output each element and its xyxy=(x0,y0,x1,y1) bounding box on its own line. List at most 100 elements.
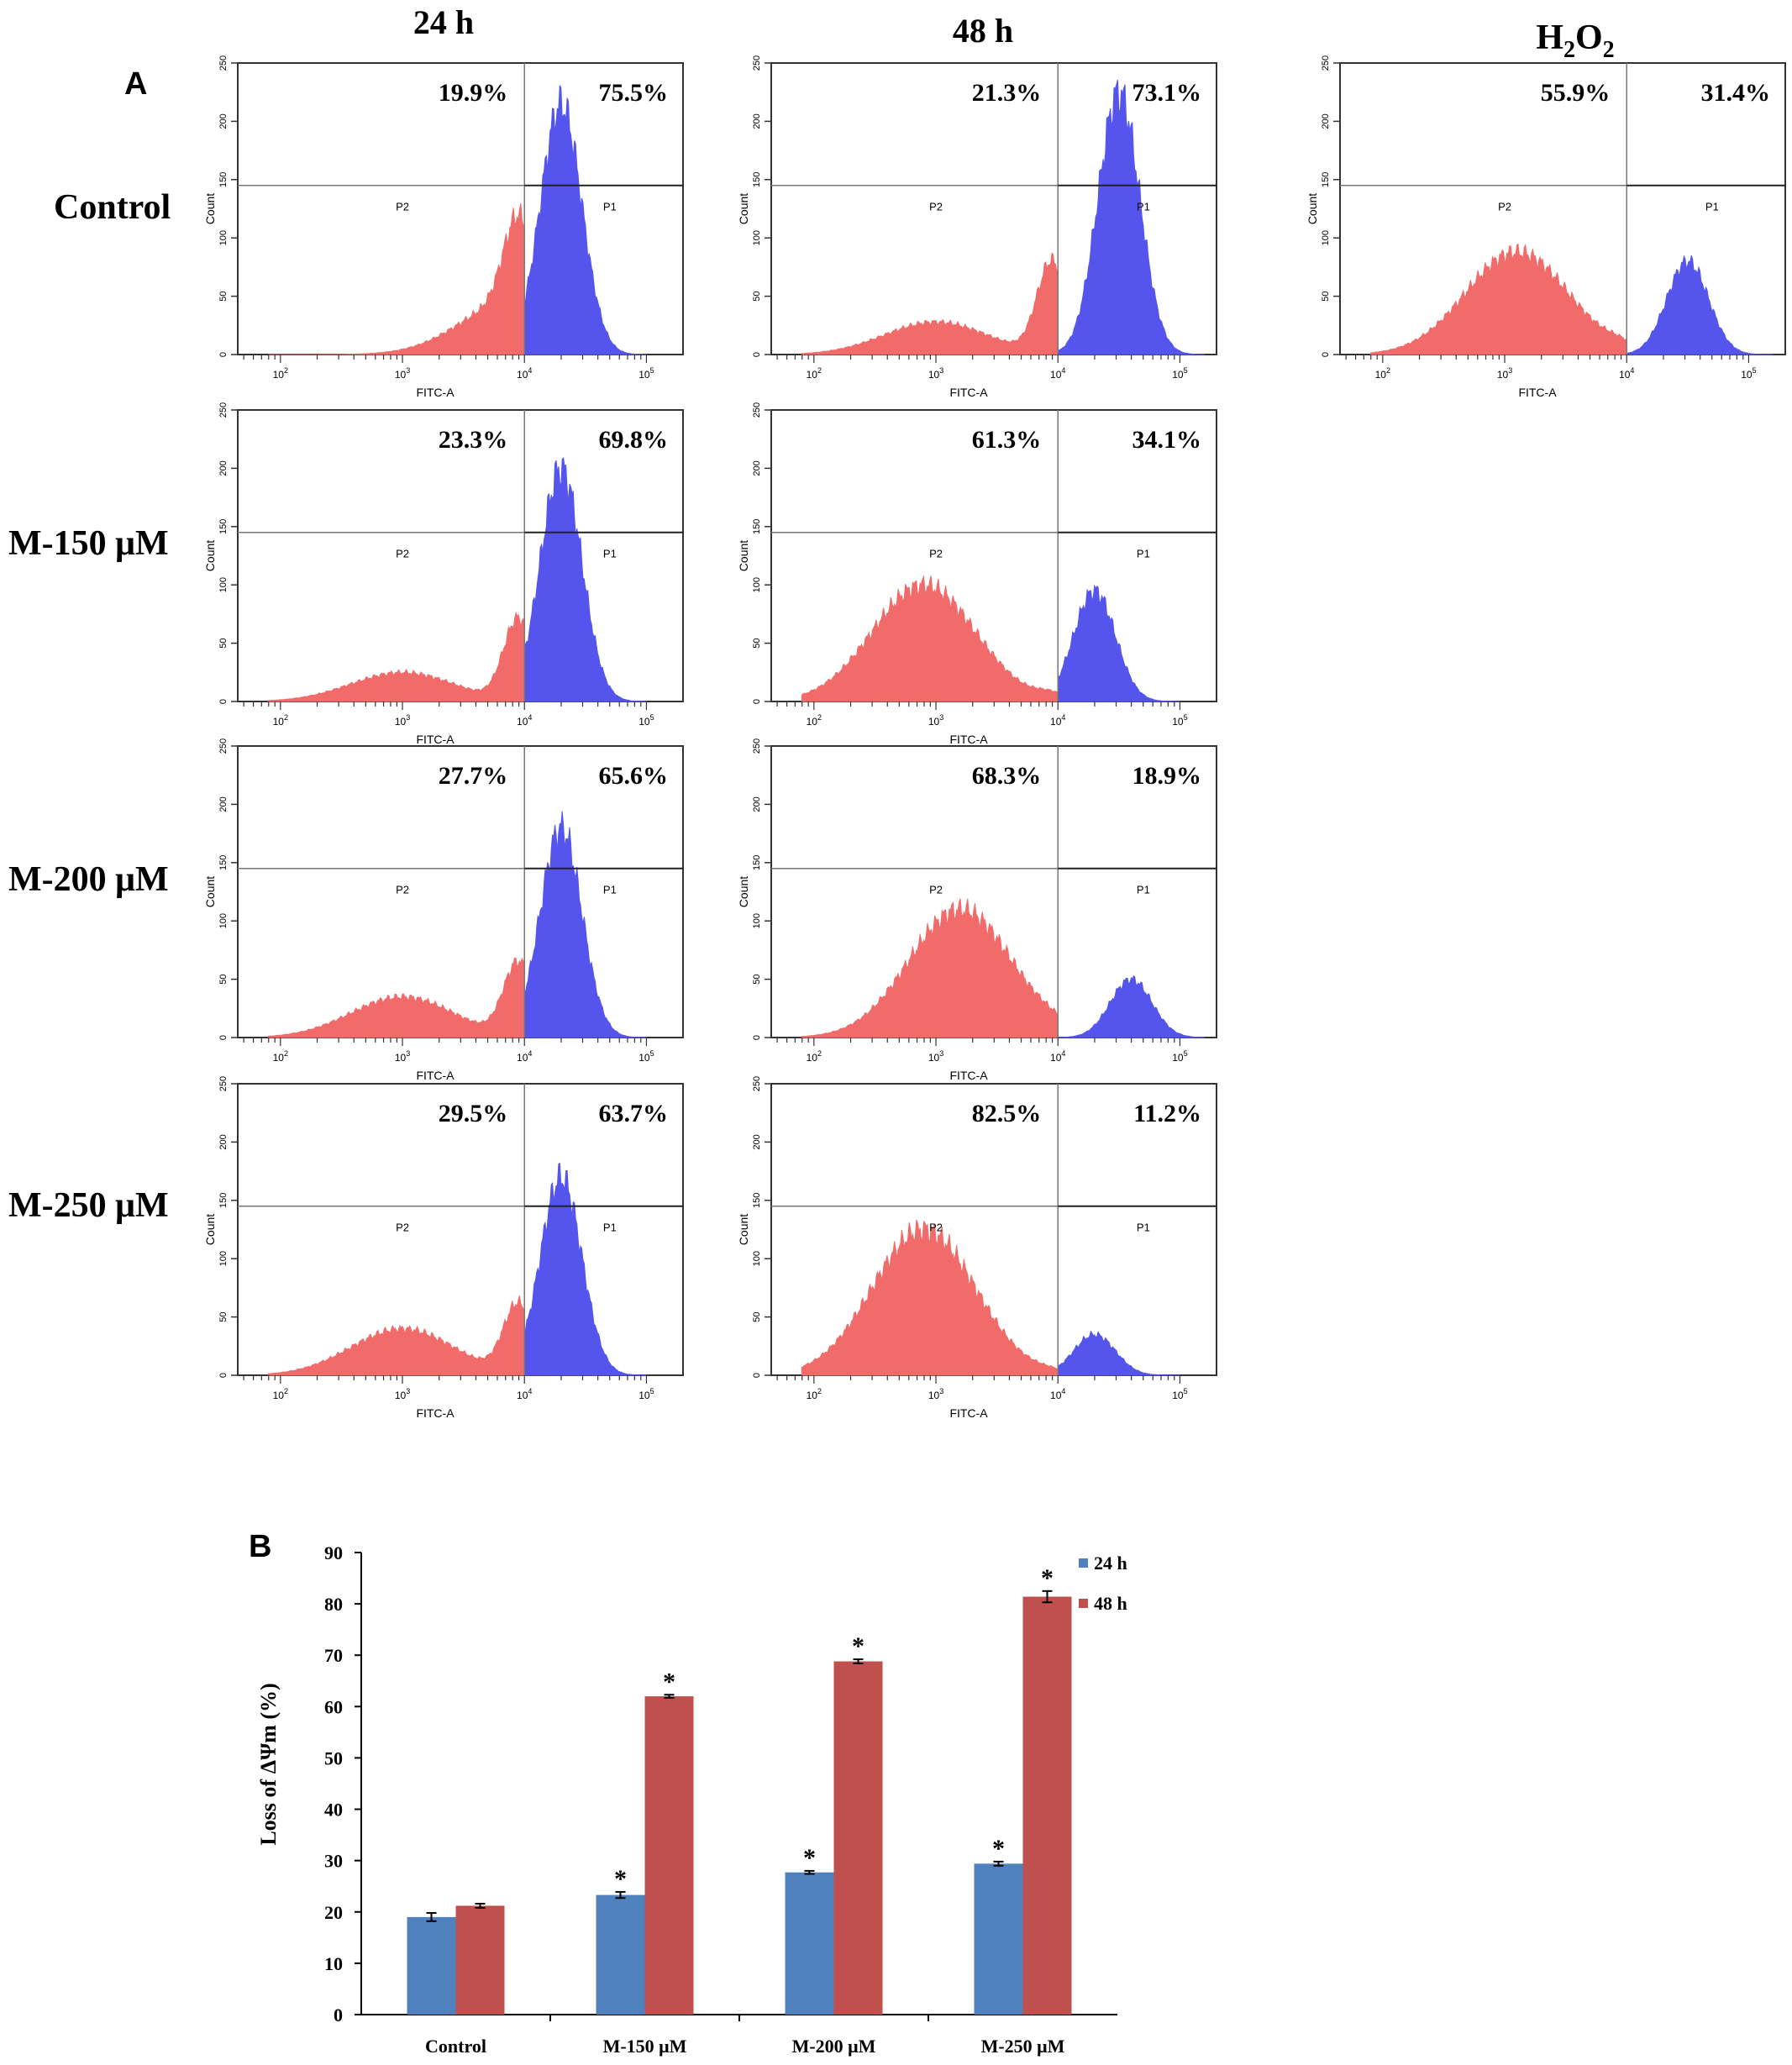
x-axis-label: FITC-A xyxy=(416,386,455,399)
bar-24h xyxy=(785,1872,834,2015)
x-axis-label: FITC-A xyxy=(949,1406,988,1420)
p1-population-curve xyxy=(523,457,647,702)
x-tick-exponent: 2 xyxy=(817,713,822,722)
significance-marker: * xyxy=(663,1668,675,1695)
x-tick-label: 104 xyxy=(517,1049,532,1064)
p2-percentage: 19.9% xyxy=(439,79,508,107)
y-tick-label: 0 xyxy=(1321,352,1331,357)
x-tick-exponent: 5 xyxy=(1184,1387,1188,1395)
bar-y-axis-label: Loss of ΔΨm (%) xyxy=(256,1683,281,1845)
p2-percentage: 23.3% xyxy=(439,426,508,454)
x-tick-base: 10 xyxy=(395,369,407,381)
gate-label-p1: P1 xyxy=(1137,1222,1150,1234)
x-tick-label: 105 xyxy=(638,1049,654,1064)
x-axis-label: FITC-A xyxy=(416,1069,455,1082)
x-tick-label: 103 xyxy=(928,1049,943,1064)
bar-48h xyxy=(833,1661,883,2015)
row-label-control: Control xyxy=(54,188,171,227)
bar-y-tick-label: 50 xyxy=(324,1747,343,1768)
y-tick-label: 100 xyxy=(218,1251,229,1266)
y-axis-label: Count xyxy=(737,876,750,907)
bar-category-label: Control xyxy=(425,2036,486,2057)
legend-swatch xyxy=(1079,1558,1088,1568)
x-tick-exponent: 3 xyxy=(1508,366,1512,375)
x-tick-label: 105 xyxy=(638,366,654,381)
bar-category-label: M-250 μM xyxy=(981,2036,1065,2057)
x-tick-base: 10 xyxy=(807,716,818,728)
y-axis-label: Count xyxy=(737,193,750,224)
y-tick-label: 100 xyxy=(752,1251,762,1266)
y-tick-label: 50 xyxy=(218,291,229,301)
y-tick-label: 50 xyxy=(218,1311,229,1321)
x-tick-base: 10 xyxy=(395,716,407,728)
x-tick-base: 10 xyxy=(638,369,650,381)
y-axis-label: Count xyxy=(203,193,217,224)
y-tick-label: 50 xyxy=(752,1311,762,1321)
x-tick-exponent: 5 xyxy=(1184,366,1188,375)
y-tick-label: 150 xyxy=(218,172,229,187)
row-label-m250: M-250 μM xyxy=(8,1186,169,1225)
y-tick-label: 0 xyxy=(752,1373,762,1378)
x-axis-label: FITC-A xyxy=(949,386,988,399)
x-tick-label: 103 xyxy=(395,366,410,381)
x-tick-label: 104 xyxy=(517,366,532,381)
x-axis-label: FITC-A xyxy=(949,1069,988,1082)
y-tick-label: 50 xyxy=(752,974,762,984)
x-tick-exponent: 5 xyxy=(1184,1049,1188,1058)
x-tick-base: 10 xyxy=(1050,716,1062,728)
y-axis-label: Count xyxy=(1306,193,1319,224)
x-tick-label: 105 xyxy=(638,713,654,728)
x-tick-base: 10 xyxy=(638,1052,650,1064)
row-label-m150: M-150 μM xyxy=(8,524,169,563)
bar-y-tick-label: 0 xyxy=(334,2005,343,2026)
p1-population-curve xyxy=(1057,584,1180,702)
x-tick-label: 102 xyxy=(273,1049,288,1064)
y-tick-label: 0 xyxy=(218,699,229,704)
x-tick-base: 10 xyxy=(273,1390,285,1401)
x-tick-label: 102 xyxy=(273,366,288,381)
x-tick-label: 105 xyxy=(1172,366,1187,381)
x-tick-label: 105 xyxy=(638,1387,654,1401)
x-tick-base: 10 xyxy=(1172,1390,1184,1401)
x-tick-label: 102 xyxy=(273,1387,288,1401)
p1-percentage: 18.9% xyxy=(1132,762,1202,790)
p2-population-curve xyxy=(268,202,525,355)
p2-percentage: 55.9% xyxy=(1541,79,1611,107)
gate-label-p2: P2 xyxy=(396,548,409,560)
x-tick-exponent: 4 xyxy=(528,713,532,722)
y-tick-label: 250 xyxy=(218,1076,229,1091)
y-tick-label: 50 xyxy=(1321,291,1331,301)
legend-label: 24 h xyxy=(1094,1553,1127,1574)
x-tick-exponent: 5 xyxy=(1753,366,1757,375)
bar-48h xyxy=(455,1905,505,2015)
y-axis-label: Count xyxy=(203,1214,217,1245)
bar-y-tick-label: 20 xyxy=(324,1902,343,1923)
p2-percentage: 29.5% xyxy=(439,1100,508,1127)
x-axis-label: FITC-A xyxy=(416,733,455,746)
x-tick-label: 104 xyxy=(1050,366,1065,381)
x-tick-exponent: 3 xyxy=(939,366,943,375)
x-tick-base: 10 xyxy=(1172,1052,1184,1064)
y-tick-label: 250 xyxy=(752,402,762,418)
significance-marker: * xyxy=(1041,1564,1054,1592)
significance-marker: * xyxy=(614,1865,627,1893)
y-tick-label: 200 xyxy=(752,113,762,129)
x-tick-base: 10 xyxy=(395,1052,407,1064)
y-tick-label: 200 xyxy=(752,796,762,812)
p2-population-curve xyxy=(267,957,525,1038)
x-tick-base: 10 xyxy=(807,1052,818,1064)
gate-label-p2: P2 xyxy=(929,1222,943,1234)
x-tick-base: 10 xyxy=(1172,716,1184,728)
x-tick-exponent: 5 xyxy=(650,1387,654,1395)
x-tick-base: 10 xyxy=(517,1390,528,1401)
bar-y-tick-label: 60 xyxy=(324,1696,343,1717)
x-tick-label: 104 xyxy=(1050,1049,1065,1064)
gate-label-p2: P2 xyxy=(929,201,943,213)
x-tick-base: 10 xyxy=(517,716,528,728)
x-tick-exponent: 4 xyxy=(1630,366,1634,375)
gate-label-p1: P1 xyxy=(603,884,617,896)
